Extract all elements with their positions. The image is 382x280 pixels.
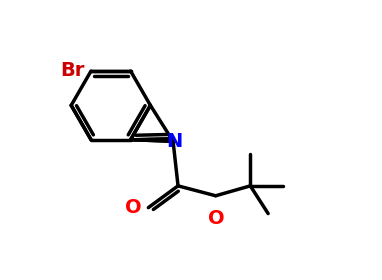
Text: Br: Br xyxy=(61,60,85,80)
Text: O: O xyxy=(125,198,141,217)
Text: N: N xyxy=(166,132,182,151)
Text: O: O xyxy=(208,209,225,228)
